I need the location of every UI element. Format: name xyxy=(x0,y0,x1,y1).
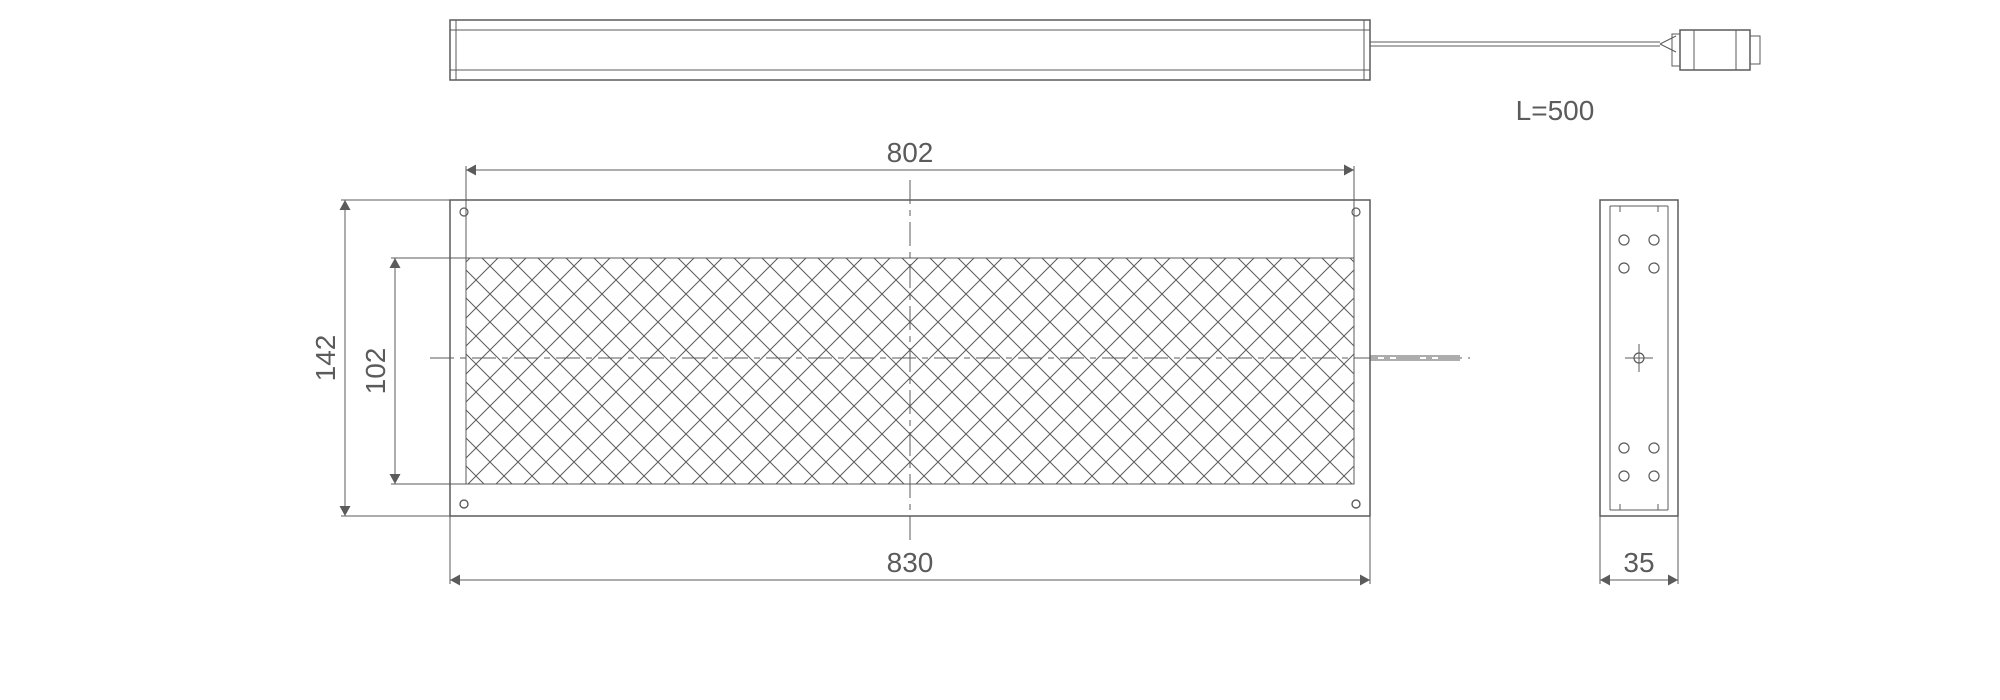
cable-length-label: L=500 xyxy=(1516,95,1595,126)
dimension-label: 830 xyxy=(887,547,934,578)
dimension-label: 802 xyxy=(887,137,934,168)
dimension-label: 142 xyxy=(310,335,341,382)
dimension-label: 102 xyxy=(360,348,391,395)
dimension-label: 35 xyxy=(1623,547,1654,578)
